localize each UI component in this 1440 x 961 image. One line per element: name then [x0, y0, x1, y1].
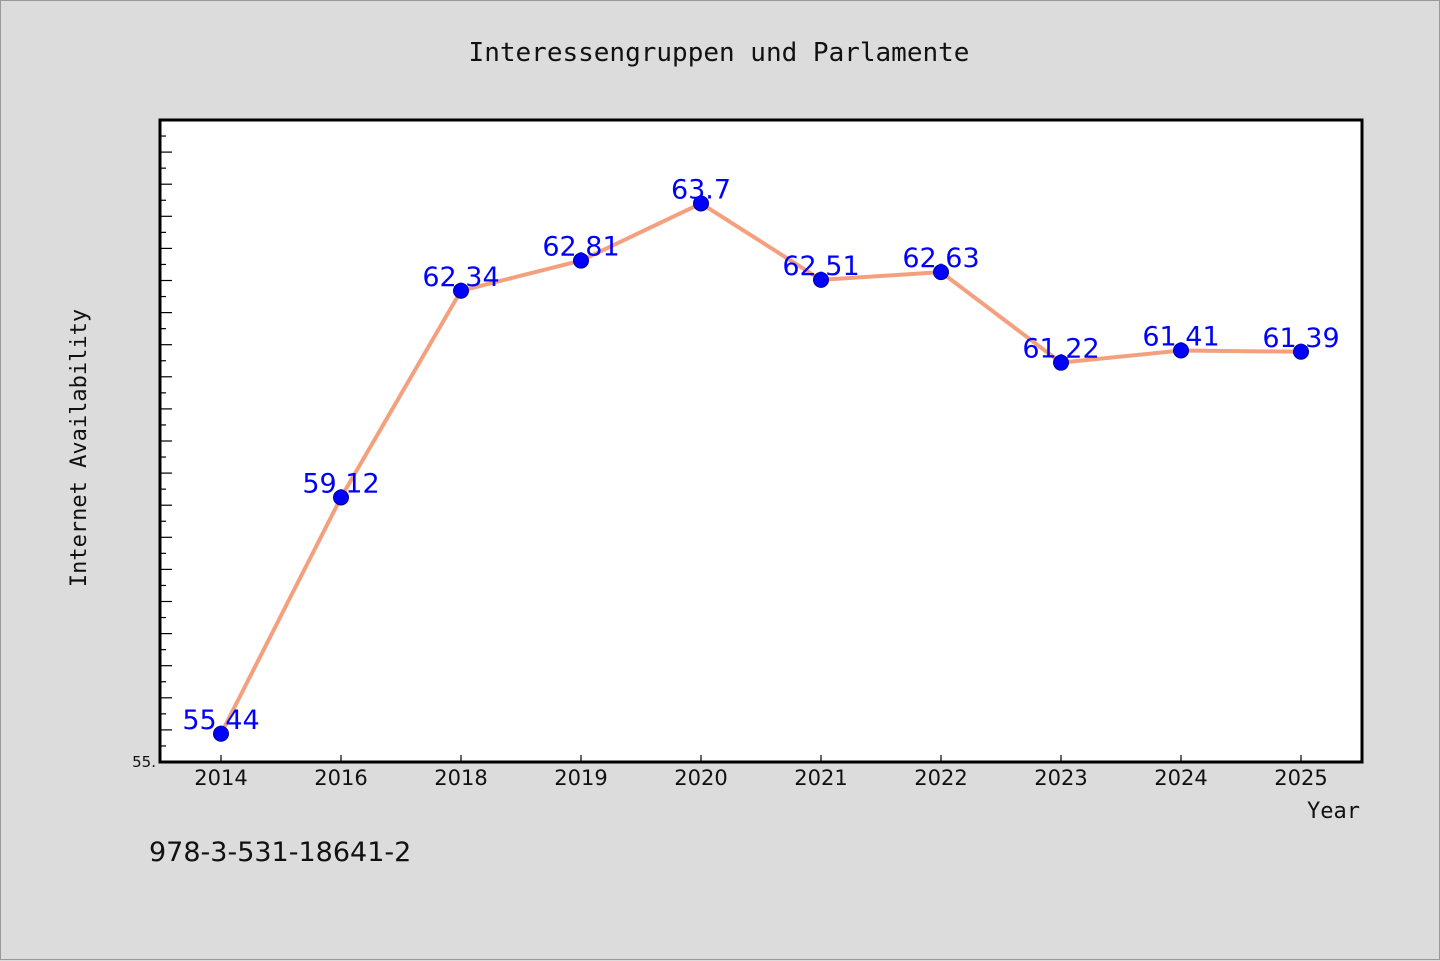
data-point — [933, 264, 949, 281]
x-tick-label: 2018 — [434, 766, 487, 790]
x-tick-label: 2022 — [914, 766, 967, 790]
x-tick-label: 2024 — [1154, 766, 1207, 790]
data-point — [1293, 343, 1309, 360]
data-label: 59.12 — [302, 468, 379, 499]
x-tick-label: 2021 — [794, 766, 847, 790]
data-label: 62.51 — [782, 251, 859, 282]
isbn-footnote: 978-3-531-18641-2 — [149, 837, 412, 868]
data-point — [213, 725, 229, 742]
data-label: 62.34 — [422, 262, 499, 293]
x-axis-ticks: 2014 2016 2018 2019 2020 2021 2022 2023 2024 2025 — [194, 755, 1328, 790]
x-tick-label: 2016 — [314, 766, 367, 790]
data-label: 61.41 — [1142, 321, 1219, 352]
data-point — [573, 252, 589, 269]
x-tick-label: 2014 — [194, 766, 247, 790]
data-label: 55.44 — [182, 705, 259, 736]
data-point — [1053, 354, 1069, 371]
data-point — [813, 271, 829, 288]
data-labels: 55.44 59.12 62.34 62.81 63.7 62.51 62.63 61.22 6… — [182, 174, 1339, 735]
data-label: 62.63 — [902, 243, 979, 274]
data-point — [1173, 342, 1189, 359]
x-axis-label: Year — [1307, 799, 1360, 824]
x-tick-label: 2025 — [1274, 766, 1327, 790]
series-line — [219, 201, 1302, 735]
x-tick-label: 2020 — [674, 766, 727, 790]
y-axis-label: Internet Availability — [67, 309, 92, 587]
data-point — [693, 195, 709, 212]
data-label: 61.39 — [1262, 323, 1339, 354]
data-point — [333, 489, 349, 506]
data-label: 61.22 — [1022, 334, 1099, 365]
chart-title: Interessengruppen und Parlamente — [469, 38, 970, 68]
y-axis-ticks — [160, 135, 172, 747]
x-tick-label: 2019 — [554, 766, 607, 790]
data-markers — [213, 195, 1309, 742]
data-label: 62.81 — [542, 232, 619, 263]
data-point — [453, 282, 469, 299]
x-tick-label: 2023 — [1034, 766, 1087, 790]
plot-area — [158, 118, 1364, 764]
data-label: 63.7 — [671, 174, 731, 205]
y-tick-label-min: 55. — [132, 753, 156, 771]
